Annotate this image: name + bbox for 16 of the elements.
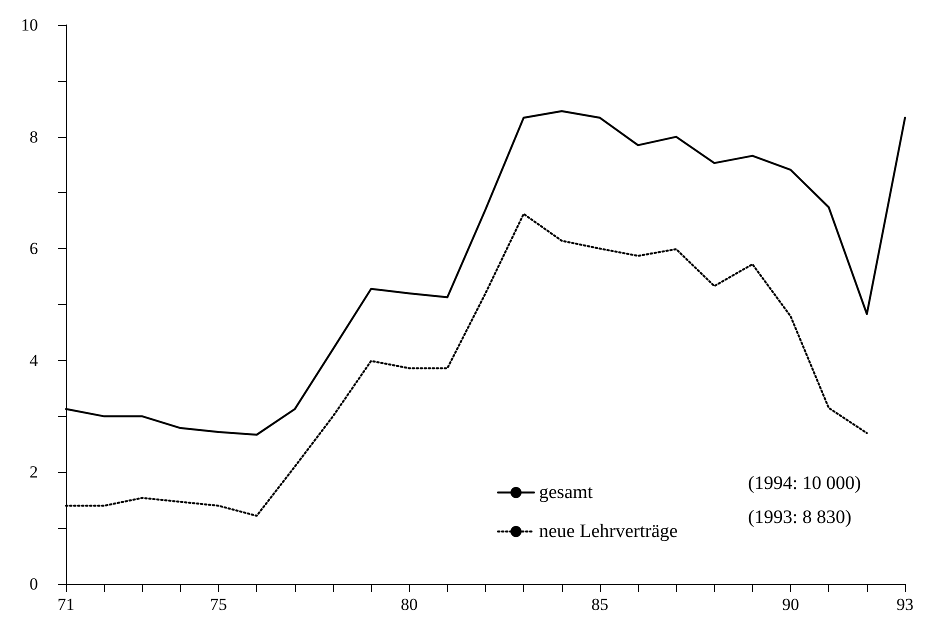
annotation: (1994: 10 000)	[748, 473, 861, 494]
x-tick-label: 80	[400, 595, 418, 614]
y-tick-label: 0	[30, 574, 38, 594]
annotation: (1993: 8 830)	[748, 507, 852, 528]
y-tick-label: 4	[30, 350, 38, 370]
x-tick-label: 90	[782, 595, 800, 614]
x-tick-label: 75	[210, 595, 228, 614]
y-tick-label: 10	[21, 16, 38, 34]
legend-label: gesamt	[539, 482, 594, 503]
x-tick-label: 71	[58, 595, 74, 614]
y-tick-label: 8	[30, 127, 38, 146]
legend-label: neue Lehrverträge	[539, 521, 678, 542]
y-tick-label: 6	[30, 239, 38, 258]
y-tick-label: 2	[30, 462, 38, 482]
x-tick-label: 93	[896, 595, 914, 614]
x-tick-label: 85	[591, 595, 608, 614]
